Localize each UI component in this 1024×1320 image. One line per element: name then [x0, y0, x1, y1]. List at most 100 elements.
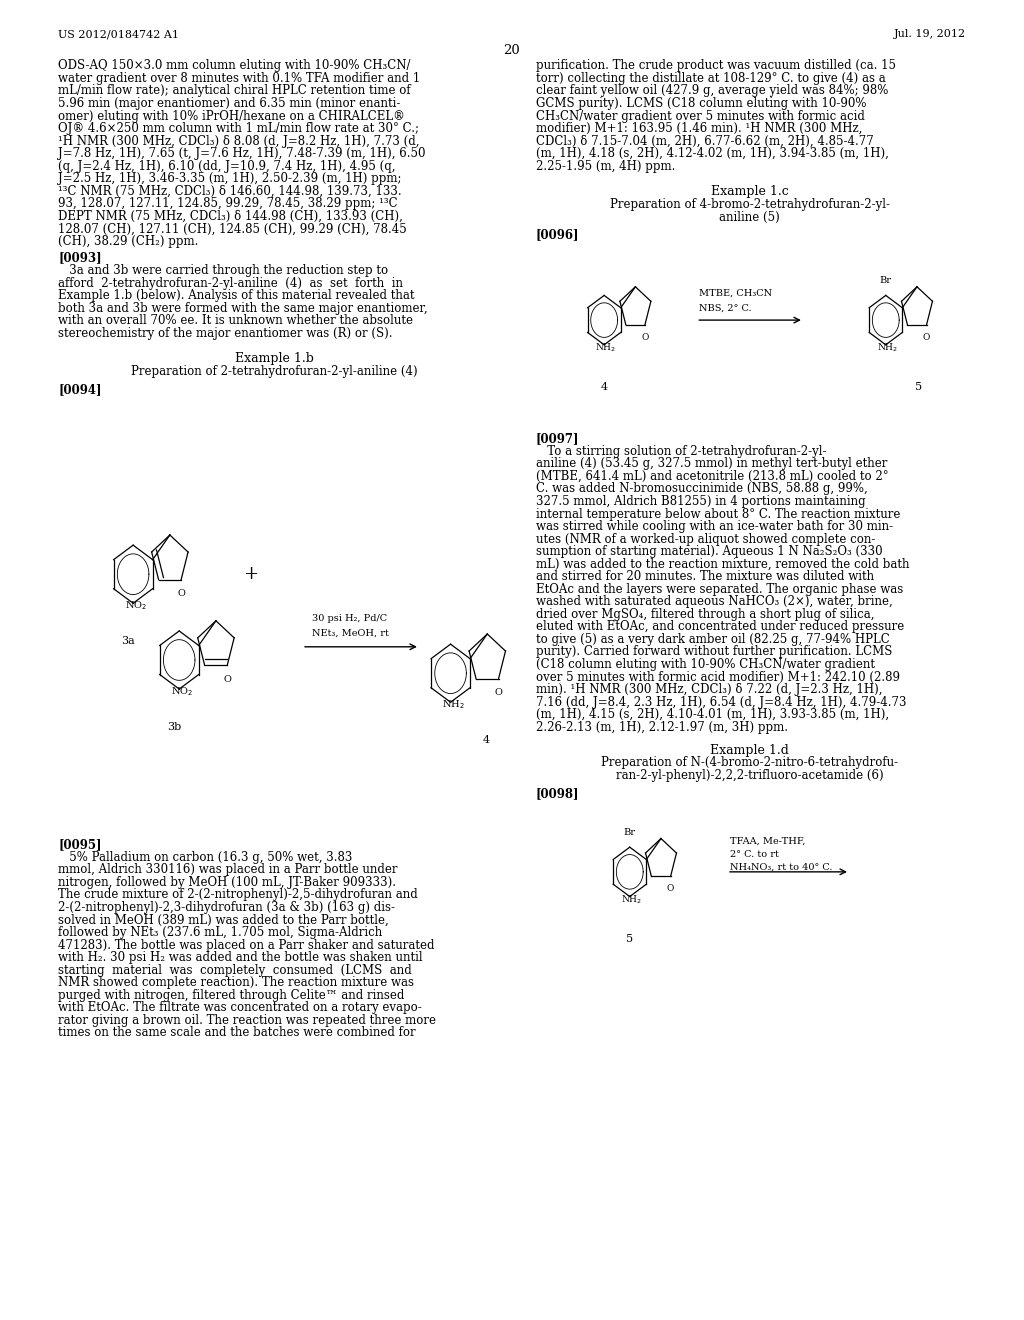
Text: NH$_2$: NH$_2$ — [877, 342, 898, 354]
Text: The crude mixture of 2-(2-nitrophenyl)-2,5-dihydrofuran and: The crude mixture of 2-(2-nitrophenyl)-2… — [58, 888, 418, 902]
Text: 5: 5 — [627, 933, 633, 944]
Text: Example 1.b: Example 1.b — [234, 352, 314, 366]
Text: MTBE, CH₃CN: MTBE, CH₃CN — [699, 289, 772, 297]
Text: Preparation of 4-bromo-2-tetrahydrofuran-2-yl-: Preparation of 4-bromo-2-tetrahydrofuran… — [609, 198, 890, 211]
Text: O: O — [177, 589, 185, 598]
Text: water gradient over 8 minutes with 0.1% TFA modifier and 1: water gradient over 8 minutes with 0.1% … — [58, 71, 421, 84]
Text: (C18 column eluting with 10-90% CH₃CN/water gradient: (C18 column eluting with 10-90% CH₃CN/wa… — [536, 657, 874, 671]
Text: Example 1.c: Example 1.c — [711, 185, 788, 198]
Text: ODS-AQ 150×3.0 mm column eluting with 10-90% CH₃CN/: ODS-AQ 150×3.0 mm column eluting with 10… — [58, 59, 411, 73]
Text: NBS, 2° C.: NBS, 2° C. — [699, 304, 752, 312]
Text: mL) was added to the reaction mixture, removed the cold bath: mL) was added to the reaction mixture, r… — [536, 557, 909, 570]
Text: 327.5 mmol, Aldrich B81255) in 4 portions maintaining: 327.5 mmol, Aldrich B81255) in 4 portion… — [536, 495, 865, 508]
Text: dried over MgSO₄, filtered through a short plug of silica,: dried over MgSO₄, filtered through a sho… — [536, 607, 874, 620]
Text: ¹H NMR (300 MHz, CDCl₃) δ 8.08 (d, J=8.2 Hz, 1H), 7.73 (d,: ¹H NMR (300 MHz, CDCl₃) δ 8.08 (d, J=8.2… — [58, 135, 420, 148]
Text: followed by NEt₃ (237.6 mL, 1.705 mol, Sigma-Aldrich: followed by NEt₃ (237.6 mL, 1.705 mol, S… — [58, 927, 383, 939]
Text: [0098]: [0098] — [536, 787, 579, 800]
Text: 2.26-2.13 (m, 1H), 2.12-1.97 (m, 3H) ppm.: 2.26-2.13 (m, 1H), 2.12-1.97 (m, 3H) ppm… — [536, 721, 787, 734]
Text: 2-(2-nitrophenyl)-2,3-dihydrofuran (3a & 3b) (163 g) dis-: 2-(2-nitrophenyl)-2,3-dihydrofuran (3a &… — [58, 902, 395, 913]
Text: NH$_2$: NH$_2$ — [621, 894, 642, 906]
Text: 4: 4 — [601, 381, 607, 392]
Text: over 5 minutes with formic acid modifier) M+1: 242.10 (2.89: over 5 minutes with formic acid modifier… — [536, 671, 899, 684]
Text: nitrogen, followed by MeOH (100 mL, JT-Baker 909333).: nitrogen, followed by MeOH (100 mL, JT-B… — [58, 876, 396, 888]
Text: purged with nitrogen, filtered through Celite™ and rinsed: purged with nitrogen, filtered through C… — [58, 989, 404, 1002]
Text: NO$_2$: NO$_2$ — [171, 685, 194, 698]
Text: C. was added N-bromosuccinimide (NBS, 58.88 g, 99%,: C. was added N-bromosuccinimide (NBS, 58… — [536, 482, 867, 495]
Text: 471283). The bottle was placed on a Parr shaker and saturated: 471283). The bottle was placed on a Parr… — [58, 939, 435, 952]
Text: To a stirring solution of 2-tetrahydrofuran-2-yl-: To a stirring solution of 2-tetrahydrofu… — [536, 445, 826, 458]
Text: times on the same scale and the batches were combined for: times on the same scale and the batches … — [58, 1027, 416, 1039]
Text: [0093]: [0093] — [58, 251, 102, 264]
Text: with EtOAc. The filtrate was concentrated on a rotary evapo-: with EtOAc. The filtrate was concentrate… — [58, 1002, 422, 1014]
Text: O: O — [641, 333, 648, 342]
Text: clear faint yellow oil (427.9 g, average yield was 84%; 98%: clear faint yellow oil (427.9 g, average… — [536, 84, 888, 98]
Text: 2° C. to rt: 2° C. to rt — [730, 850, 779, 858]
Text: [0094]: [0094] — [58, 383, 101, 396]
Text: (m, 1H), 4.18 (s, 2H), 4.12-4.02 (m, 1H), 3.94-3.85 (m, 1H),: (m, 1H), 4.18 (s, 2H), 4.12-4.02 (m, 1H)… — [536, 147, 889, 160]
Text: purity). Carried forward without further purification. LCMS: purity). Carried forward without further… — [536, 645, 892, 659]
Text: ¹³C NMR (75 MHz, CDCl₃) δ 146.60, 144.98, 139.73, 133.: ¹³C NMR (75 MHz, CDCl₃) δ 146.60, 144.98… — [58, 185, 402, 198]
Text: 20: 20 — [504, 44, 520, 57]
Text: min). ¹H NMR (300 MHz, CDCl₃) δ 7.22 (d, J=2.3 Hz, 1H),: min). ¹H NMR (300 MHz, CDCl₃) δ 7.22 (d,… — [536, 682, 882, 696]
Text: 3a and 3b were carried through the reduction step to: 3a and 3b were carried through the reduc… — [58, 264, 388, 277]
Text: 7.16 (dd, J=8.4, 2.3 Hz, 1H), 6.54 (d, J=8.4 Hz, 1H), 4.79-4.73: 7.16 (dd, J=8.4, 2.3 Hz, 1H), 6.54 (d, J… — [536, 696, 906, 709]
Text: stereochemistry of the major enantiomer was (R) or (S).: stereochemistry of the major enantiomer … — [58, 326, 393, 339]
Text: was stirred while cooling with an ice-water bath for 30 min-: was stirred while cooling with an ice-wa… — [536, 520, 893, 533]
Text: [0097]: [0097] — [536, 432, 579, 445]
Text: ran-2-yl-phenyl)-2,2,2-trifluoro-acetamide (6): ran-2-yl-phenyl)-2,2,2-trifluoro-acetami… — [615, 768, 884, 781]
Text: 3a: 3a — [121, 636, 135, 647]
Text: Example 1.d: Example 1.d — [710, 743, 790, 756]
Text: and stirred for 20 minutes. The mixture was diluted with: and stirred for 20 minutes. The mixture … — [536, 570, 873, 583]
Text: starting  material  was  completely  consumed  (LCMS  and: starting material was completely consume… — [58, 964, 412, 977]
Text: GCMS purity). LCMS (C18 column eluting with 10-90%: GCMS purity). LCMS (C18 column eluting w… — [536, 96, 866, 110]
Text: J=2.5 Hz, 1H), 3.46-3.35 (m, 1H), 2.50-2.39 (m, 1H) ppm;: J=2.5 Hz, 1H), 3.46-3.35 (m, 1H), 2.50-2… — [58, 172, 401, 185]
Text: NH$_2$: NH$_2$ — [442, 698, 465, 711]
Text: Preparation of N-(4-bromo-2-nitro-6-tetrahydrofu-: Preparation of N-(4-bromo-2-nitro-6-tetr… — [601, 756, 898, 770]
Text: omer) eluting with 10% iPrOH/hexane on a CHIRALCEL®: omer) eluting with 10% iPrOH/hexane on a… — [58, 110, 406, 123]
Text: NEt₃, MeOH, rt: NEt₃, MeOH, rt — [312, 628, 389, 638]
Text: with H₂. 30 psi H₂ was added and the bottle was shaken until: with H₂. 30 psi H₂ was added and the bot… — [58, 952, 423, 964]
Text: J=7.8 Hz, 1H), 7.65 (t, J=7.6 Hz, 1H), 7.48-7.39 (m, 1H), 6.50: J=7.8 Hz, 1H), 7.65 (t, J=7.6 Hz, 1H), 7… — [58, 147, 426, 160]
Text: +: + — [244, 565, 258, 583]
Text: washed with saturated aqueous NaHCO₃ (2×), water, brine,: washed with saturated aqueous NaHCO₃ (2×… — [536, 595, 892, 609]
Text: EtOAc and the layers were separated. The organic phase was: EtOAc and the layers were separated. The… — [536, 582, 903, 595]
Text: NH₄NO₃, rt to 40° C.: NH₄NO₃, rt to 40° C. — [730, 863, 833, 871]
Text: mL/min flow rate); analytical chiral HPLC retention time of: mL/min flow rate); analytical chiral HPL… — [58, 84, 411, 98]
Text: mmol, Aldrich 330116) was placed in a Parr bottle under: mmol, Aldrich 330116) was placed in a Pa… — [58, 863, 398, 876]
Text: OJ® 4.6×250 mm column with 1 mL/min flow rate at 30° C.;: OJ® 4.6×250 mm column with 1 mL/min flow… — [58, 121, 420, 135]
Text: Example 1.b (below). Analysis of this material revealed that: Example 1.b (below). Analysis of this ma… — [58, 289, 415, 302]
Text: utes (NMR of a worked-up aliquot showed complete con-: utes (NMR of a worked-up aliquot showed … — [536, 532, 874, 545]
Text: 4: 4 — [483, 735, 489, 746]
Text: afford  2-tetrahydrofuran-2-yl-aniline  (4)  as  set  forth  in: afford 2-tetrahydrofuran-2-yl-aniline (4… — [58, 276, 403, 289]
Text: eluted with EtOAc, and concentrated under reduced pressure: eluted with EtOAc, and concentrated unde… — [536, 620, 904, 634]
Text: 3b: 3b — [167, 722, 181, 733]
Text: 30 psi H₂, Pd/C: 30 psi H₂, Pd/C — [312, 614, 387, 623]
Text: DEPT NMR (75 MHz, CDCl₃) δ 144.98 (CH), 133.93 (CH),: DEPT NMR (75 MHz, CDCl₃) δ 144.98 (CH), … — [58, 210, 403, 223]
Text: Jul. 19, 2012: Jul. 19, 2012 — [894, 29, 966, 40]
Text: NO$_2$: NO$_2$ — [125, 599, 147, 612]
Text: CH₃CN/water gradient over 5 minutes with formic acid: CH₃CN/water gradient over 5 minutes with… — [536, 110, 864, 123]
Text: O: O — [495, 688, 503, 697]
Text: 5% Palladium on carbon (16.3 g, 50% wet, 3.83: 5% Palladium on carbon (16.3 g, 50% wet,… — [58, 851, 352, 863]
Text: O: O — [923, 333, 930, 342]
Text: rator giving a brown oil. The reaction was repeated three more: rator giving a brown oil. The reaction w… — [58, 1014, 436, 1027]
Text: NH$_2$: NH$_2$ — [595, 342, 616, 354]
Text: purification. The crude product was vacuum distilled (ca. 15: purification. The crude product was vacu… — [536, 59, 896, 73]
Text: (CH), 38.29 (CH₂) ppm.: (CH), 38.29 (CH₂) ppm. — [58, 235, 199, 248]
Text: 5: 5 — [915, 381, 922, 392]
Text: (m, 1H), 4.15 (s, 2H), 4.10-4.01 (m, 1H), 3.93-3.85 (m, 1H),: (m, 1H), 4.15 (s, 2H), 4.10-4.01 (m, 1H)… — [536, 708, 889, 721]
Text: to give (5) as a very dark amber oil (82.25 g, 77-94% HPLC: to give (5) as a very dark amber oil (82… — [536, 632, 889, 645]
Text: Br: Br — [880, 276, 892, 285]
Text: NMR showed complete reaction). The reaction mixture was: NMR showed complete reaction). The react… — [58, 977, 415, 989]
Text: aniline (4) (53.45 g, 327.5 mmol) in methyl tert-butyl ether: aniline (4) (53.45 g, 327.5 mmol) in met… — [536, 457, 887, 470]
Text: Preparation of 2-tetrahydrofuran-2-yl-aniline (4): Preparation of 2-tetrahydrofuran-2-yl-an… — [131, 364, 418, 378]
Text: 128.07 (CH), 127.11 (CH), 124.85 (CH), 99.29 (CH), 78.45: 128.07 (CH), 127.11 (CH), 124.85 (CH), 9… — [58, 222, 408, 235]
Text: 2.25-1.95 (m, 4H) ppm.: 2.25-1.95 (m, 4H) ppm. — [536, 160, 675, 173]
Text: O: O — [223, 675, 231, 684]
Text: 5.96 min (major enantiomer) and 6.35 min (minor enanti-: 5.96 min (major enantiomer) and 6.35 min… — [58, 96, 400, 110]
Text: (q, J=2.4 Hz, 1H), 6.10 (dd, J=10.9, 7.4 Hz, 1H), 4.95 (q,: (q, J=2.4 Hz, 1H), 6.10 (dd, J=10.9, 7.4… — [58, 160, 396, 173]
Text: with an overall 70% ee. It is unknown whether the absolute: with an overall 70% ee. It is unknown wh… — [58, 314, 414, 327]
Text: O: O — [667, 884, 674, 894]
Text: torr) collecting the distillate at 108-129° C. to give (4) as a: torr) collecting the distillate at 108-1… — [536, 71, 886, 84]
Text: US 2012/0184742 A1: US 2012/0184742 A1 — [58, 29, 179, 40]
